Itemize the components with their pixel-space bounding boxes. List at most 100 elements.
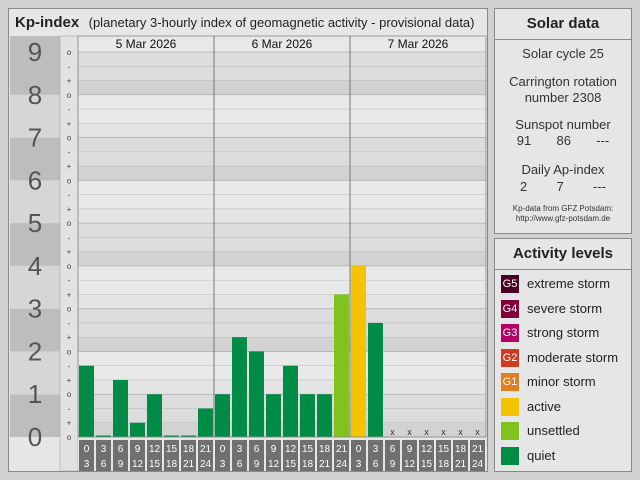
- x-tick-start: 21: [200, 444, 212, 455]
- x-interval-cell: [419, 440, 434, 471]
- plot-band: [78, 180, 486, 195]
- plot-band: [78, 351, 486, 366]
- y-tick-label-9: 9: [28, 37, 42, 67]
- x-interval-cell: [181, 440, 196, 471]
- x-tick-end: 15: [421, 459, 433, 470]
- y-minor-tick: o: [67, 134, 72, 143]
- y-band-label: [10, 265, 60, 309]
- plot-band: [78, 322, 486, 338]
- y-tick-label-4: 4: [28, 251, 42, 281]
- x-interval-cell: [283, 440, 298, 471]
- x-tick-start: 0: [356, 444, 362, 455]
- solar-panel-title: Solar data: [495, 9, 631, 40]
- y-tick-label-8: 8: [28, 80, 42, 110]
- x-tick-end: 21: [183, 459, 195, 470]
- y-band-label: [10, 180, 60, 224]
- plot-band: [78, 408, 486, 423]
- x-interval-cell: [164, 440, 179, 471]
- x-tick-end: 24: [472, 459, 484, 470]
- kp-bar: [79, 365, 94, 437]
- kp-bar: [198, 408, 213, 437]
- y-minor-tick: o: [67, 91, 72, 100]
- legend-swatch: [501, 446, 519, 465]
- y-minor-tick: o: [67, 48, 72, 57]
- y-tick-label-2: 2: [28, 336, 42, 366]
- missing-marker: x: [424, 427, 429, 437]
- legend-swatch: G5: [501, 275, 519, 293]
- plot-band: [78, 52, 486, 67]
- kp-bar: [317, 394, 332, 437]
- x-axis-strip: [78, 439, 486, 471]
- y-minor-tick: -: [68, 105, 71, 114]
- source-link[interactable]: http://www.gfz-potsdam.de: [515, 214, 611, 223]
- y-minor-tick: +: [67, 119, 72, 128]
- x-interval-cell: [317, 440, 332, 471]
- legend-swatch: G3: [501, 324, 519, 342]
- y-band-label: [10, 394, 60, 437]
- solar-cycle: Solar cycle 25: [522, 46, 604, 61]
- legend-label: minor storm: [527, 374, 596, 389]
- x-tick-end: 21: [455, 459, 467, 470]
- x-interval-cell: [147, 440, 162, 471]
- y-band-label: [10, 351, 60, 395]
- x-tick-end: 18: [438, 459, 450, 470]
- y-minor-tick: o: [67, 390, 72, 399]
- plot-band: [78, 422, 486, 437]
- x-tick-start: 21: [336, 444, 348, 455]
- x-interval-cell: [300, 440, 315, 471]
- sunspot-value-1: 91: [516, 133, 532, 148]
- x-interval-cell: [470, 440, 485, 471]
- legend-label: severe storm: [527, 300, 603, 316]
- day-label: 7 Mar 2026: [388, 37, 449, 51]
- x-tick-end: 9: [390, 459, 396, 470]
- y-minor-tick: -: [68, 233, 71, 242]
- x-tick-end: 18: [302, 459, 314, 470]
- x-tick-start: 9: [407, 444, 413, 455]
- y-minor-tick: -: [68, 276, 71, 285]
- plot-band: [78, 379, 486, 395]
- x-tick-start: 6: [118, 444, 124, 455]
- y-minor-tick: +: [67, 205, 72, 214]
- kp-bar: [181, 435, 196, 437]
- x-tick-end: 6: [373, 459, 379, 470]
- legend-label: unsettled: [527, 423, 580, 438]
- chart-subtitle: (planetary 3-hourly index of geomagnetic…: [88, 15, 475, 30]
- y-minor-tick: -: [68, 191, 71, 200]
- x-tick-end: 3: [356, 459, 362, 470]
- legend-label: extreme storm: [527, 276, 611, 291]
- x-tick-start: 15: [438, 444, 450, 455]
- plot-band: [78, 109, 486, 124]
- x-tick-start: 12: [149, 444, 161, 455]
- x-tick-start: 12: [421, 444, 433, 455]
- ap-value-1: 2: [520, 179, 528, 194]
- plot-band: [78, 223, 486, 238]
- plot-band: [78, 280, 486, 295]
- kp-bar: [283, 365, 298, 437]
- solar-data-panel: Solar data Solar cycle 25 Carrington rot…: [494, 8, 632, 234]
- x-tick-end: 15: [285, 459, 297, 470]
- legend-swatch: G4: [501, 299, 519, 318]
- plot-band: [78, 308, 486, 323]
- plot-band: [78, 194, 486, 209]
- x-tick-end: 21: [319, 459, 331, 470]
- y-minor-tick: +: [67, 162, 72, 171]
- y-minor-tick: +: [67, 376, 72, 385]
- x-interval-cell: [334, 440, 349, 471]
- y-band-label: [10, 94, 60, 138]
- y-minor-tick: -: [68, 362, 71, 371]
- x-tick-start: 3: [373, 444, 379, 455]
- activity-panel-title: Activity levels: [495, 239, 631, 270]
- kp-bar: [300, 394, 315, 437]
- plot-band: [78, 208, 486, 224]
- y-minor-tick: o: [67, 219, 72, 228]
- kp-bar: [96, 435, 111, 437]
- plot-band: [78, 123, 486, 138]
- legend-swatch: G2: [501, 348, 519, 367]
- source-line-1: Kp-data from GFZ Potsdam:: [512, 204, 614, 213]
- ap-index-label: Daily Ap-index: [521, 162, 605, 177]
- x-interval-cell: [266, 440, 281, 471]
- y-minor-tick: o: [67, 433, 72, 442]
- legend-swatch: [501, 397, 519, 416]
- y-tick-label-5: 5: [28, 208, 42, 238]
